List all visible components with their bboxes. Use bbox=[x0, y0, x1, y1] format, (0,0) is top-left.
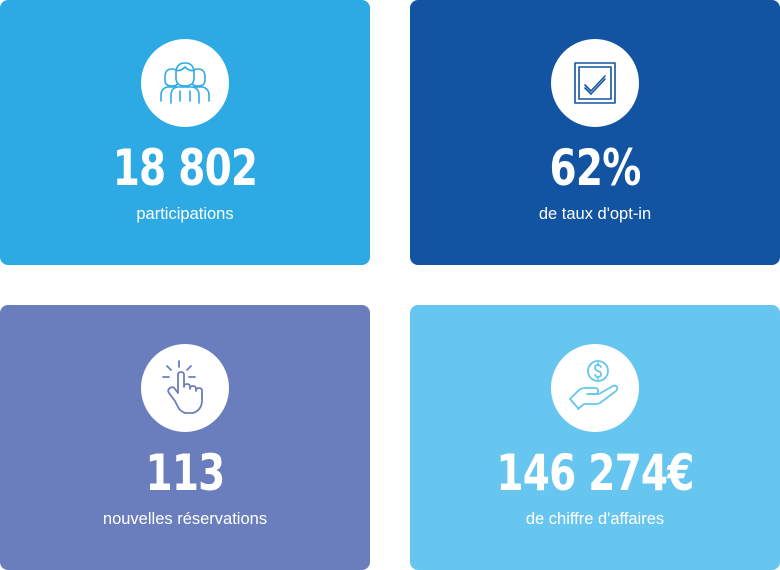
opt-in-label: de taux d'opt-in bbox=[538, 205, 652, 223]
icon-circle bbox=[551, 39, 639, 127]
hand-dollar-coin-icon bbox=[569, 360, 619, 410]
reservations-value: 113 bbox=[145, 444, 225, 502]
tap-hand-icon bbox=[162, 360, 203, 414]
stat-card-participations: 18 802 participations bbox=[0, 0, 370, 265]
icon-circle bbox=[141, 39, 229, 127]
checked-box-icon bbox=[574, 62, 616, 104]
opt-in-value: 62% bbox=[549, 139, 641, 197]
revenue-label: de chiffre d'affaires bbox=[525, 510, 665, 528]
participations-label: participations bbox=[136, 205, 234, 223]
stat-card-revenue: 146 274€ de chiffre d'affaires bbox=[410, 305, 780, 570]
icon-circle bbox=[141, 344, 229, 432]
icon-circle bbox=[551, 344, 639, 432]
stat-card-reservations: 113 nouvelles réservations bbox=[0, 305, 370, 570]
participations-value: 18 802 bbox=[112, 139, 258, 197]
stat-card-opt-in: 62% de taux d'opt-in bbox=[410, 0, 780, 265]
revenue-value: 146 274€ bbox=[496, 444, 694, 502]
reservations-label: nouvelles réservations bbox=[102, 510, 268, 528]
people-group-icon bbox=[160, 62, 210, 104]
